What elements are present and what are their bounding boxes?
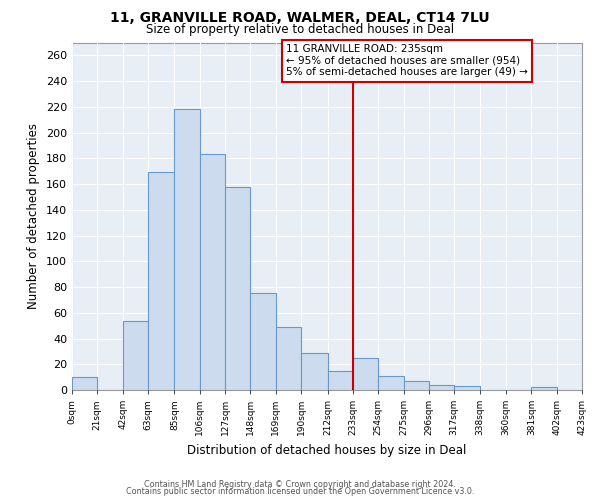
Bar: [429, 385, 454, 390]
Text: Contains public sector information licensed under the Open Government Licence v3: Contains public sector information licen…: [126, 487, 474, 496]
Text: Contains HM Land Registry data © Crown copyright and database right 2024.: Contains HM Land Registry data © Crown c…: [144, 480, 456, 489]
X-axis label: Distribution of detached houses by size in Deal: Distribution of detached houses by size …: [187, 444, 467, 456]
Bar: [250, 294, 276, 390]
Bar: [301, 352, 328, 390]
Bar: [353, 358, 378, 390]
Bar: [532, 388, 557, 390]
Bar: [122, 320, 148, 390]
Text: 11 GRANVILLE ROAD: 235sqm
← 95% of detached houses are smaller (954)
5% of semi-: 11 GRANVILLE ROAD: 235sqm ← 95% of detac…: [286, 44, 528, 78]
Text: 11, GRANVILLE ROAD, WALMER, DEAL, CT14 7LU: 11, GRANVILLE ROAD, WALMER, DEAL, CT14 7…: [110, 11, 490, 25]
Text: Size of property relative to detached houses in Deal: Size of property relative to detached ho…: [146, 22, 454, 36]
Bar: [276, 327, 301, 390]
Bar: [200, 154, 225, 390]
Bar: [72, 377, 97, 390]
Y-axis label: Number of detached properties: Number of detached properties: [28, 123, 40, 309]
Bar: [328, 370, 353, 390]
Bar: [225, 186, 250, 390]
Bar: [378, 376, 404, 390]
Bar: [454, 386, 479, 390]
Bar: [404, 381, 429, 390]
Bar: [175, 110, 200, 390]
Bar: [148, 172, 175, 390]
